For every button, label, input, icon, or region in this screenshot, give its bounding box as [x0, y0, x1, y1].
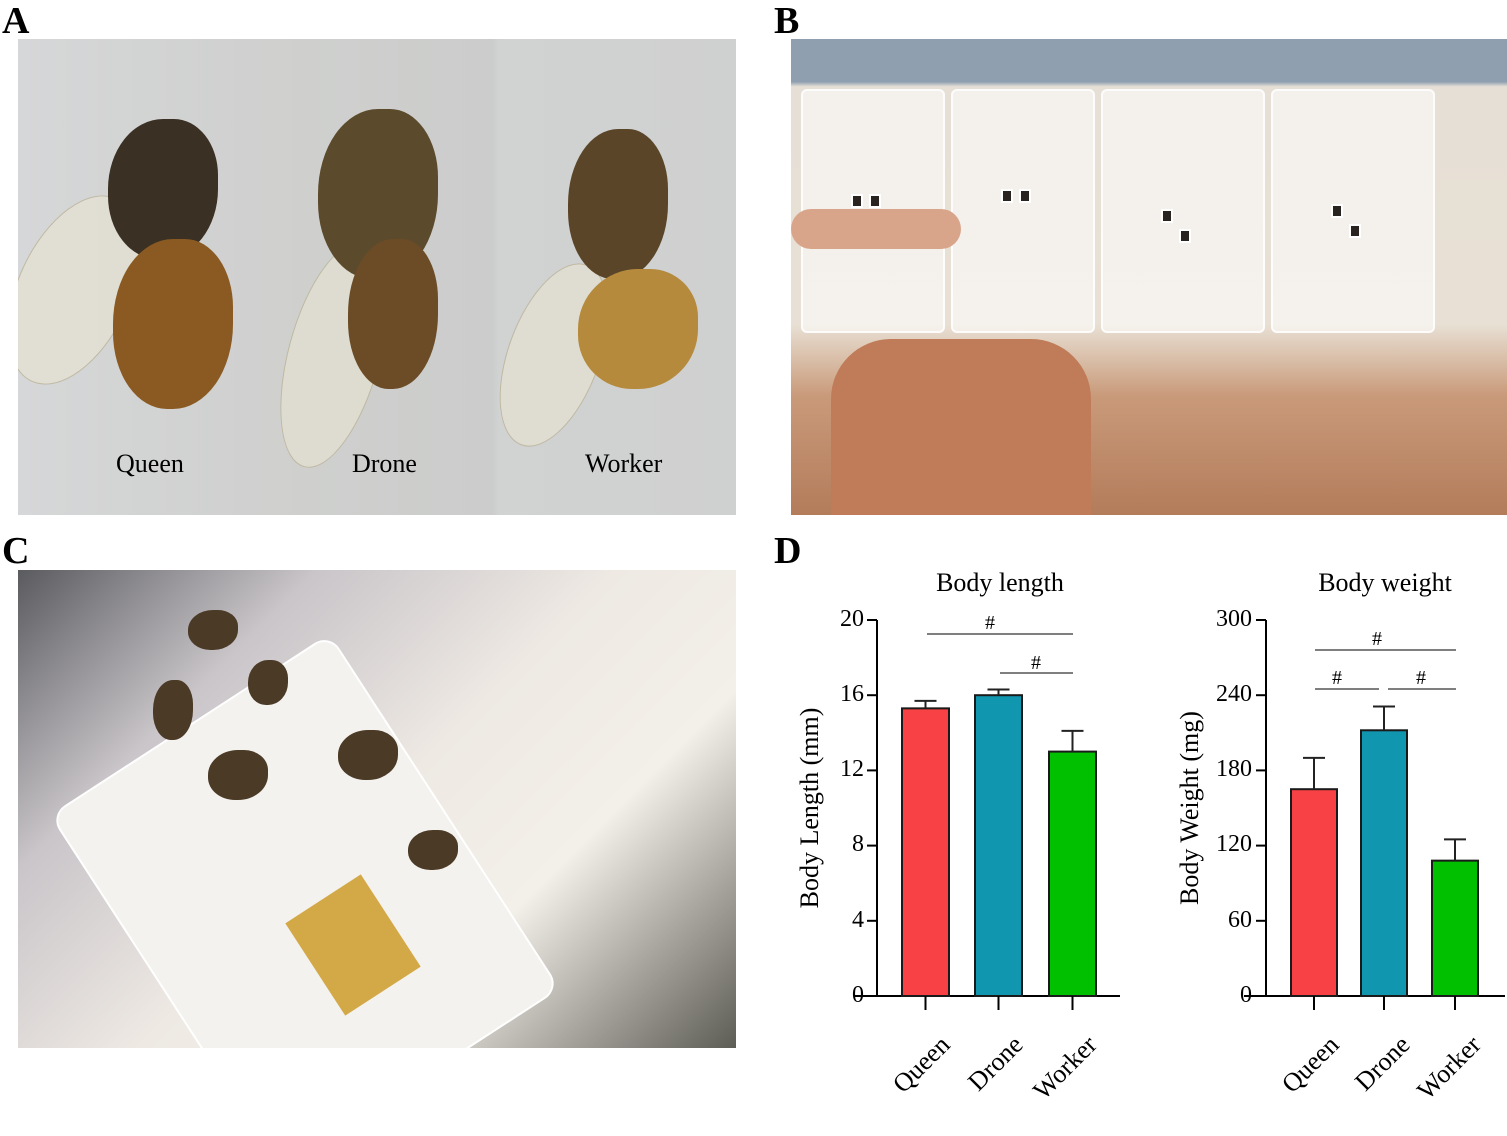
chart-title-length: Body length — [936, 568, 1064, 597]
y-tick: 60 — [1228, 907, 1252, 933]
bee — [153, 680, 193, 740]
bar-worker — [1048, 750, 1097, 997]
panel-label-c: C — [2, 530, 30, 572]
queen-abdomen — [113, 239, 233, 409]
y-tick: 4 — [852, 907, 864, 933]
cell-block — [1271, 89, 1435, 333]
bee — [188, 610, 238, 650]
y-tick: 12 — [840, 756, 864, 782]
significance-mark: # — [1372, 628, 1382, 650]
bar-worker — [1431, 859, 1479, 998]
queen-cage-photo — [18, 570, 736, 1048]
cell-hole — [851, 194, 863, 208]
y-tick: 300 — [1216, 606, 1252, 632]
cell-block — [951, 89, 1095, 333]
finger — [791, 209, 961, 249]
worker-thorax — [568, 129, 668, 279]
bee — [208, 750, 268, 800]
bee — [248, 660, 288, 705]
queen-thorax — [108, 119, 218, 259]
bar-drone — [1360, 729, 1408, 997]
significance-mark: # — [985, 612, 995, 634]
cell-hole — [1331, 204, 1343, 218]
chart-title-weight: Body weight — [1318, 568, 1452, 597]
y-tick: 20 — [840, 606, 864, 632]
hand — [831, 339, 1091, 515]
caption-queen: Queen — [116, 449, 184, 478]
y-tick: 8 — [852, 831, 864, 857]
bar-charts — [855, 619, 1505, 1010]
y-tick: 16 — [840, 681, 864, 707]
bar-drone — [974, 694, 1023, 997]
significance-mark: # — [1031, 652, 1041, 674]
bee — [408, 830, 458, 870]
bar-queen — [901, 707, 950, 997]
significance-mark: # — [1416, 667, 1426, 689]
drone-abdomen — [348, 239, 438, 389]
cell-hole — [1019, 189, 1031, 203]
cell-hole — [1179, 229, 1191, 243]
cell-block — [1101, 89, 1265, 333]
comb-frame-photo — [791, 39, 1507, 515]
cell-hole — [1349, 224, 1361, 238]
y-tick: 120 — [1216, 831, 1252, 857]
bee-castes-photo: Queen Drone Worker — [18, 39, 736, 515]
cell-hole — [1161, 209, 1173, 223]
panel-label-a: A — [2, 0, 30, 42]
caption-worker: Worker — [585, 449, 663, 478]
cell-hole — [869, 194, 881, 208]
panel-label-b: B — [774, 0, 800, 42]
bee — [338, 730, 398, 780]
y-tick: 240 — [1216, 681, 1252, 707]
bar-queen — [1290, 788, 1338, 998]
caption-drone: Drone — [352, 449, 417, 478]
worker-abdomen — [578, 269, 698, 389]
y-tick: 180 — [1216, 756, 1252, 782]
significance-mark: # — [1332, 667, 1342, 689]
cell-hole — [1001, 189, 1013, 203]
panel-label-d: D — [774, 530, 802, 572]
